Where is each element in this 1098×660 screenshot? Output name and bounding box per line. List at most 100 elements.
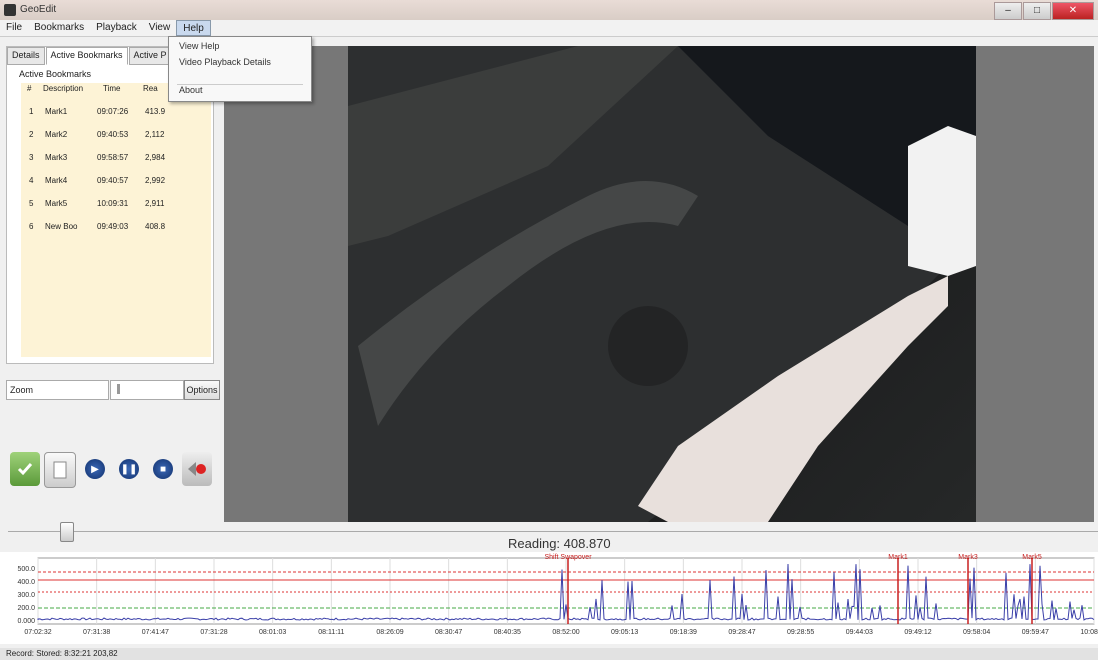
row-reading: 408.8 xyxy=(145,222,166,231)
y-tick-label: 0.000 xyxy=(17,618,35,625)
reading-chart[interactable]: 07:02:32 07:31:38 07:41:47 07:31:28 08:01:03… xyxy=(0,552,1098,644)
menu-separator xyxy=(177,84,303,86)
video-frame[interactable] xyxy=(348,46,976,522)
x-tick-label: 10:08:37 xyxy=(1080,629,1098,636)
window-controls: – □ ✕ xyxy=(993,2,1094,20)
playback-controls: ▶ ❚❚ ■ xyxy=(10,452,216,488)
x-tick-label: 09:59:47 xyxy=(1022,629,1049,636)
menu-file[interactable]: File xyxy=(6,22,23,33)
menu-help[interactable]: Help xyxy=(176,20,211,36)
tab-active-p[interactable]: Active P xyxy=(128,47,172,65)
stop-icon[interactable]: ■ xyxy=(148,452,178,486)
row-description: New Boo xyxy=(45,222,78,231)
row-number: 5 xyxy=(29,199,34,208)
window-title: GeoEdit xyxy=(20,4,57,15)
row-description: Mark2 xyxy=(45,130,68,139)
menu-view[interactable]: View xyxy=(148,22,171,33)
row-description: Mark1 xyxy=(45,107,68,116)
x-tick-label: 09:49:12 xyxy=(904,629,931,636)
table-row[interactable]: 6 New Boo 09:49:03 408.8 xyxy=(21,218,211,240)
help-menu-dropdown: View Help Video Playback Details About xyxy=(168,36,312,102)
bookmark-label: Shift Swapover xyxy=(544,554,592,561)
row-number: 2 xyxy=(29,130,34,139)
menu-video-playback-details[interactable]: Video Playback Details xyxy=(179,57,271,67)
row-reading: 2,112 xyxy=(145,130,165,139)
reading-label: Reading: 408.870 xyxy=(508,536,611,551)
x-tick-label: 08:01:03 xyxy=(259,629,286,636)
col-number[interactable]: # xyxy=(27,84,32,93)
row-number: 6 xyxy=(29,222,34,231)
tab-active-bookmarks[interactable]: Active Bookmarks xyxy=(45,47,128,65)
table-row[interactable]: 4 Mark4 09:40:57 2,992 xyxy=(21,172,211,194)
y-tick-label: 300.0 xyxy=(17,592,35,599)
row-reading: 2,984 xyxy=(145,153,166,162)
playback-timeline[interactable] xyxy=(8,522,1098,542)
minimize-button[interactable]: – xyxy=(994,2,1022,20)
table-row[interactable]: 5 Mark5 10:09:31 2,911 xyxy=(21,195,211,217)
col-reading[interactable]: Rea xyxy=(143,84,158,93)
row-time: 10:09:31 xyxy=(97,199,129,208)
x-tick-label: 08:52:00 xyxy=(552,629,579,636)
zoom-slider-thumb[interactable] xyxy=(117,384,120,394)
col-time[interactable]: Time xyxy=(103,84,121,93)
options-button[interactable]: Options xyxy=(184,380,220,400)
x-tick-label: 09:28:47 xyxy=(728,629,755,636)
row-reading: 2,911 xyxy=(145,199,165,208)
check-icon[interactable] xyxy=(10,452,40,486)
x-tick-label: 09:18:39 xyxy=(670,629,697,636)
row-time: 09:49:03 xyxy=(97,222,129,231)
x-tick-label: 09:44:03 xyxy=(846,629,873,636)
bookmark-label: Mark5 xyxy=(1022,554,1042,561)
table-header: # Description Time Rea xyxy=(21,83,211,95)
timeline-thumb[interactable] xyxy=(60,522,74,542)
col-description[interactable]: Description xyxy=(43,84,84,93)
row-description: Mark5 xyxy=(45,199,68,208)
y-tick-label: 400.0 xyxy=(17,579,35,586)
status-bar: Record: Stored: 8:32:21 203,82 xyxy=(0,648,1098,660)
app-icon xyxy=(4,4,16,16)
x-tick-label: 08:11:11 xyxy=(318,629,344,636)
panel-tabs: Details Active Bookmarks Active P xyxy=(7,47,173,65)
x-tick-label: 08:26:09 xyxy=(376,629,403,636)
menu-playback[interactable]: Playback xyxy=(96,22,137,33)
menu-bookmarks[interactable]: Bookmarks xyxy=(34,22,85,33)
timeline-track xyxy=(8,531,1098,532)
bookmark-label: Mark1 xyxy=(888,554,908,561)
title-bar: GeoEdit – □ ✕ xyxy=(0,0,1098,20)
x-tick-label: 07:41:47 xyxy=(142,629,169,636)
row-time: 09:07:26 xyxy=(97,107,129,116)
zoom-row: Zoom Options xyxy=(6,380,220,400)
pause-icon[interactable]: ❚❚ xyxy=(114,452,144,486)
bookmark-label: Mark3 xyxy=(958,554,978,561)
document-icon[interactable] xyxy=(44,452,76,488)
x-tick-label: 07:31:38 xyxy=(83,629,110,636)
table-row[interactable]: 2 Mark2 09:40:53 2,112 xyxy=(21,126,211,148)
x-tick-label: 08:30:47 xyxy=(435,629,462,636)
zoom-field[interactable]: Zoom xyxy=(6,380,109,400)
row-reading: 2,992 xyxy=(145,176,166,185)
row-description: Mark4 xyxy=(45,176,68,185)
table-row[interactable]: 3 Mark3 09:58:57 2,984 xyxy=(21,149,211,171)
row-time: 09:40:57 xyxy=(97,176,129,185)
record-icon[interactable] xyxy=(182,452,212,486)
row-description: Mark3 xyxy=(45,153,68,162)
row-number: 1 xyxy=(29,107,34,116)
y-tick-label: 200.0 xyxy=(17,605,35,612)
menu-bar: File Bookmarks Playback View Help xyxy=(0,20,1098,37)
close-button[interactable]: ✕ xyxy=(1052,2,1094,20)
x-tick-label: 09:28:55 xyxy=(787,629,814,636)
x-tick-label: 08:40:35 xyxy=(494,629,521,636)
bookmarks-table: # Description Time Rea 1 Mark1 09:07:26 … xyxy=(21,83,211,357)
table-row[interactable]: 1 Mark1 09:07:26 413.9 xyxy=(21,103,211,125)
x-tick-label: 09:05:13 xyxy=(611,629,638,636)
tab-details[interactable]: Details xyxy=(7,47,45,65)
x-tick-label: 07:31:28 xyxy=(200,629,227,636)
zoom-slider[interactable] xyxy=(110,380,184,400)
menu-view-help[interactable]: View Help xyxy=(179,41,220,51)
maximize-button[interactable]: □ xyxy=(1023,2,1051,20)
row-reading: 413.9 xyxy=(145,107,166,116)
section-label: Active Bookmarks xyxy=(19,69,92,79)
menu-about[interactable]: About xyxy=(179,85,203,95)
play-icon[interactable]: ▶ xyxy=(80,452,110,486)
row-number: 4 xyxy=(29,176,34,185)
